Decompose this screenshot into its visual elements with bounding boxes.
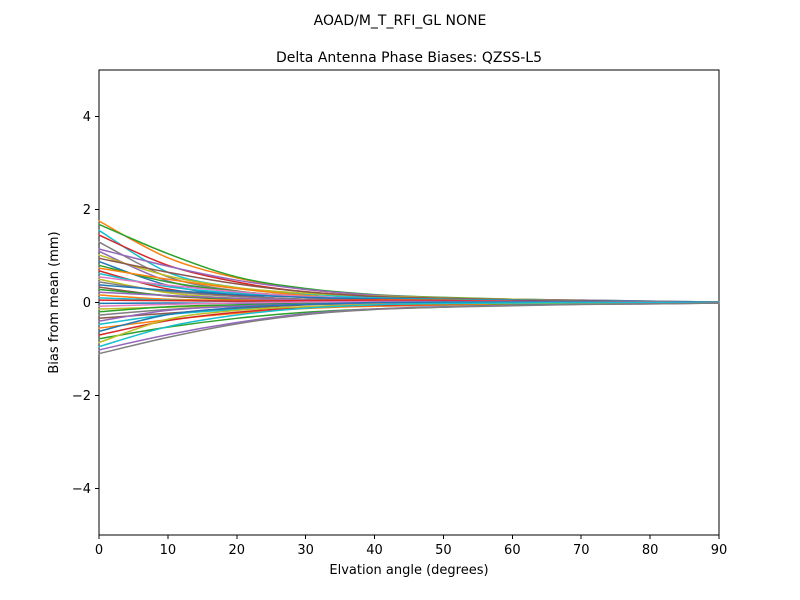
series-line <box>98 302 720 355</box>
x-tick-label: 10 <box>160 543 177 558</box>
x-tick-label: 80 <box>642 543 659 558</box>
x-tick-label: 0 <box>95 543 103 558</box>
series-lines <box>98 220 720 355</box>
x-tick-label: 70 <box>573 543 590 558</box>
x-tick-label: 50 <box>435 543 452 558</box>
y-tick-label: 0 <box>83 296 91 311</box>
y-tick-label: 4 <box>83 110 91 125</box>
figure-suptitle: AOAD/M_T_RFI_GL NONE <box>314 13 487 29</box>
x-axis-label: Elvation angle (degrees) <box>329 563 488 578</box>
series-line <box>98 301 720 348</box>
x-tick-label: 60 <box>504 543 521 558</box>
x-tick-label: 30 <box>297 543 314 558</box>
x-tick-label: 20 <box>229 543 246 558</box>
series-line <box>98 302 720 351</box>
chart-title: Delta Antenna Phase Biases: QZSS-L5 <box>276 50 542 66</box>
y-axis-ticks: −4 −2 0 2 4 <box>72 110 99 497</box>
x-tick-label: 40 <box>366 543 383 558</box>
x-axis-ticks: 0 10 20 30 40 50 60 70 80 90 <box>95 535 727 558</box>
y-tick-label: −4 <box>72 482 91 497</box>
y-tick-label: −2 <box>72 389 91 404</box>
y-axis-label: Bias from mean (mm) <box>47 231 62 373</box>
x-tick-label: 90 <box>711 543 728 558</box>
y-tick-label: 2 <box>83 203 91 218</box>
